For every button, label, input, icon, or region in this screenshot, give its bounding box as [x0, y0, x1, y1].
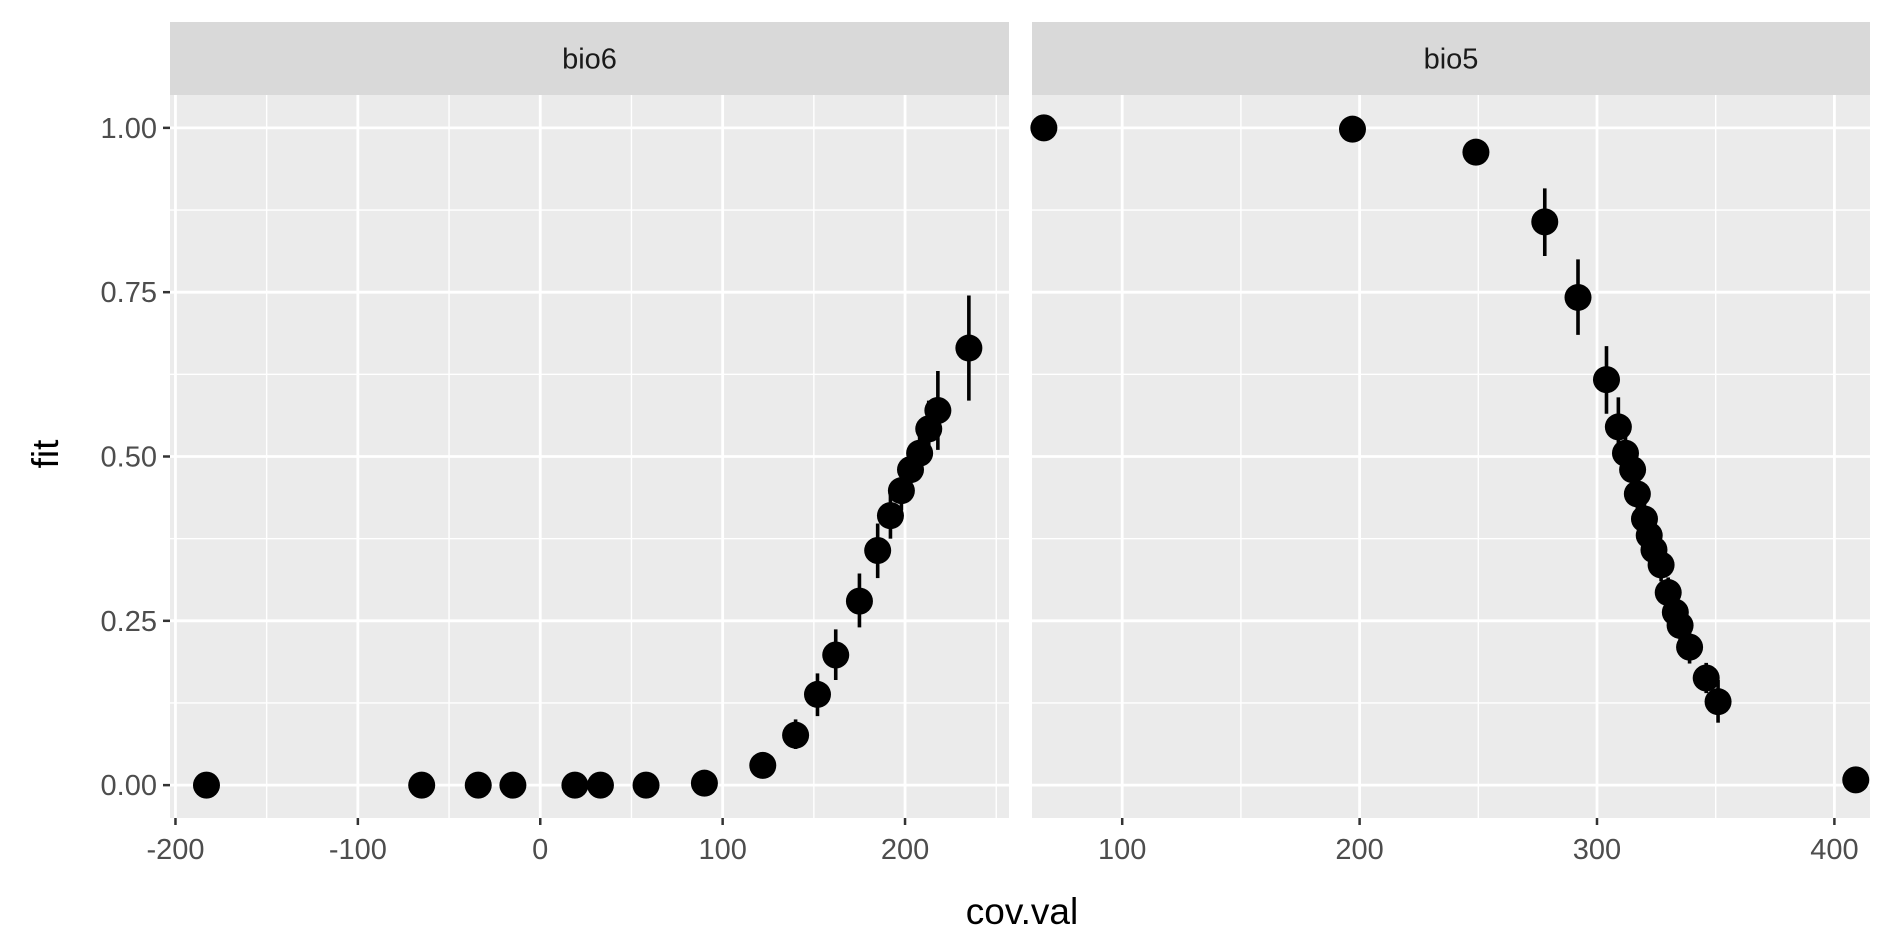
panel-bio6: bio6 -200 -100 0 100 200 [146, 22, 1009, 866]
y-tick-label: 0.50 [101, 442, 157, 474]
x-tick-label: -100 [329, 834, 387, 866]
data-point [864, 536, 892, 564]
data-point [1676, 633, 1704, 661]
panel-bio5: bio5 100 200 300 400 [1030, 22, 1870, 866]
strip-label: bio6 [562, 44, 617, 76]
data-point [1842, 766, 1870, 794]
data-point [586, 771, 614, 799]
data-point [1462, 138, 1490, 166]
strip-background [170, 22, 1009, 95]
data-point [1592, 366, 1620, 394]
data-point [1531, 208, 1559, 236]
data-point [690, 769, 718, 797]
x-tick-label: 200 [881, 834, 929, 866]
data-point [822, 641, 850, 669]
data-point [887, 477, 915, 505]
y-axis-title: fit [25, 439, 66, 469]
x-tick-label: 0 [532, 834, 548, 866]
x-axis-title: cov.val [966, 891, 1078, 932]
data-point [1692, 664, 1720, 692]
data-point [1704, 688, 1732, 716]
data-point [876, 502, 904, 530]
data-point [955, 334, 983, 362]
data-point [192, 771, 220, 799]
data-point [561, 771, 589, 799]
data-point [924, 396, 952, 424]
y-tick-label: 1.00 [101, 113, 157, 145]
data-point [845, 587, 873, 615]
x-tick-label: 300 [1573, 834, 1621, 866]
y-tick-label: 0.25 [101, 606, 157, 638]
y-tick-label: 0.75 [101, 277, 157, 309]
facet-panels: bio6 -200 -100 0 100 200 bio5 100 200 300 400 [146, 22, 1870, 866]
data-point [499, 771, 527, 799]
data-point [464, 771, 492, 799]
data-point [632, 771, 660, 799]
data-point [1623, 480, 1651, 508]
x-tick-label: 200 [1335, 834, 1383, 866]
x-tick-label: -200 [146, 834, 204, 866]
data-point [1666, 611, 1694, 639]
x-tick-label: 100 [698, 834, 746, 866]
data-point [906, 439, 934, 467]
y-tick-label: 0.00 [101, 770, 157, 802]
data-point [408, 771, 436, 799]
data-point [782, 721, 810, 749]
data-point [1619, 456, 1647, 484]
data-point [803, 680, 831, 708]
data-point [1604, 413, 1632, 441]
y-axis: 0.00 0.25 0.50 0.75 1.00 [101, 113, 170, 802]
data-point [1338, 115, 1366, 143]
data-point [1564, 283, 1592, 311]
strip-background [1032, 22, 1870, 95]
data-point [749, 751, 777, 779]
data-point [1647, 551, 1675, 579]
strip-label: bio5 [1424, 44, 1479, 76]
x-tick-label: 100 [1098, 834, 1146, 866]
x-tick-label: 400 [1810, 834, 1858, 866]
data-point [1030, 114, 1058, 142]
